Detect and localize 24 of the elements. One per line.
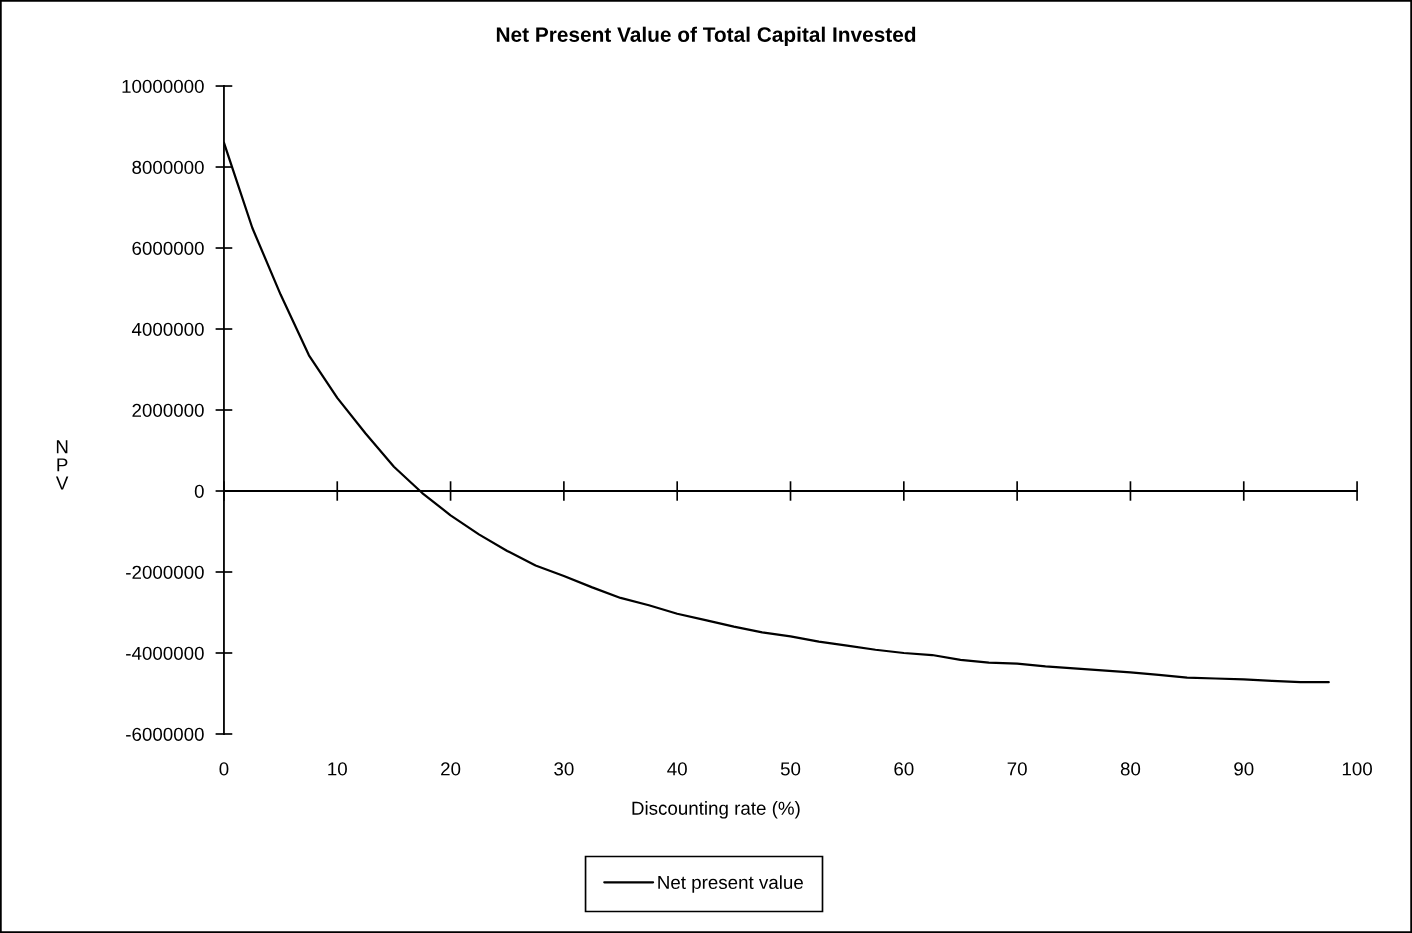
x-axis-title: Discounting rate (%)	[632, 801, 800, 819]
x-tick-label: 80	[1120, 762, 1141, 776]
y-tick-label: 2000000	[132, 403, 204, 417]
y-tick-label: 4000000	[131, 322, 204, 336]
x-tick-label: 90	[1234, 762, 1254, 776]
x-tick-label: 10	[328, 762, 347, 776]
x-tick-label: 20	[441, 762, 461, 776]
x-tick-label: 100	[1342, 762, 1372, 776]
y-tick-label: 0	[194, 484, 204, 498]
y-tick-label: 8000000	[132, 160, 204, 174]
y-tick-label: -2000000	[126, 565, 204, 579]
x-tick-label: 0	[219, 762, 229, 776]
chart-title: Net Present Value of Total Capital Invested	[496, 26, 916, 47]
legend-label: Net present value	[658, 875, 803, 893]
y-tick-label: 6000000	[132, 241, 204, 255]
x-tick-label: 30	[554, 762, 574, 776]
x-tick-label: 50	[780, 762, 801, 776]
y-tick-label: -6000000	[126, 727, 204, 741]
x-tick-label: 70	[1007, 762, 1027, 776]
y-tick-label: -4000000	[126, 646, 204, 660]
y-tick-label: 10000000	[122, 79, 204, 93]
y-axis-title: NPV	[55, 440, 69, 490]
x-tick-label: 40	[667, 762, 687, 776]
x-tick-label: 60	[894, 762, 914, 776]
